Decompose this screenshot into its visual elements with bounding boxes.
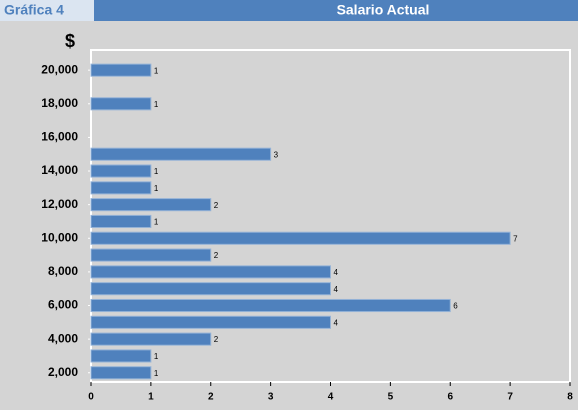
bar xyxy=(90,298,451,313)
value-label: 4 xyxy=(334,318,339,327)
y-tick-label: 18,000 xyxy=(41,96,78,110)
x-tick-label: 7 xyxy=(507,392,513,403)
value-label: 2 xyxy=(214,335,219,344)
x-tick-label: 2 xyxy=(208,392,214,403)
value-label: 1 xyxy=(154,218,159,227)
value-label: 1 xyxy=(154,100,159,109)
header-label: Gráfica 4 xyxy=(4,2,64,18)
x-tick-label: 4 xyxy=(328,392,334,403)
y-tick-label: 6,000 xyxy=(48,298,78,312)
bar xyxy=(90,248,212,262)
value-label: 1 xyxy=(154,369,159,378)
bar xyxy=(90,265,331,279)
value-label: 6 xyxy=(453,302,458,311)
x-tick-label: 3 xyxy=(268,392,274,403)
value-label: 4 xyxy=(334,268,339,277)
bar xyxy=(90,282,331,296)
y-tick-label: 14,000 xyxy=(41,163,78,177)
bar xyxy=(90,147,272,161)
value-label: 1 xyxy=(154,352,159,361)
y-tick-label: 8,000 xyxy=(48,264,78,278)
value-label: 1 xyxy=(154,184,159,193)
chart-title: Salario Actual xyxy=(337,2,430,18)
x-tick-label: 1 xyxy=(148,392,154,403)
bar xyxy=(90,198,212,212)
y-tick-label: 16,000 xyxy=(41,130,78,144)
y-tick-label: 12,000 xyxy=(41,197,78,211)
x-tick-label: 0 xyxy=(88,392,94,403)
bar xyxy=(90,349,152,363)
y-tick-label: 2,000 xyxy=(48,365,78,379)
value-label: 1 xyxy=(154,66,159,75)
y-axis-label: $ xyxy=(65,31,75,51)
value-label: 7 xyxy=(513,234,518,243)
x-tick-label: 5 xyxy=(388,392,394,403)
value-label: 4 xyxy=(334,285,339,294)
x-tick-label: 8 xyxy=(567,392,573,403)
value-label: 2 xyxy=(214,251,219,260)
bar xyxy=(90,164,152,178)
bar xyxy=(90,63,152,77)
bar xyxy=(90,315,331,329)
y-tick-label: 10,000 xyxy=(41,230,78,244)
y-tick-label: 20,000 xyxy=(41,62,78,76)
value-label: 1 xyxy=(154,167,159,176)
bar xyxy=(90,332,212,346)
bar xyxy=(90,97,152,111)
x-tick-label: 6 xyxy=(447,392,453,403)
bar xyxy=(90,366,152,380)
value-label: 3 xyxy=(274,150,279,159)
header-tab xyxy=(0,0,94,21)
bar xyxy=(90,214,152,229)
bar xyxy=(90,181,152,195)
value-label: 2 xyxy=(214,201,219,210)
bar xyxy=(90,231,511,245)
y-tick-label: 4,000 xyxy=(48,331,78,345)
header-bar xyxy=(94,0,578,21)
